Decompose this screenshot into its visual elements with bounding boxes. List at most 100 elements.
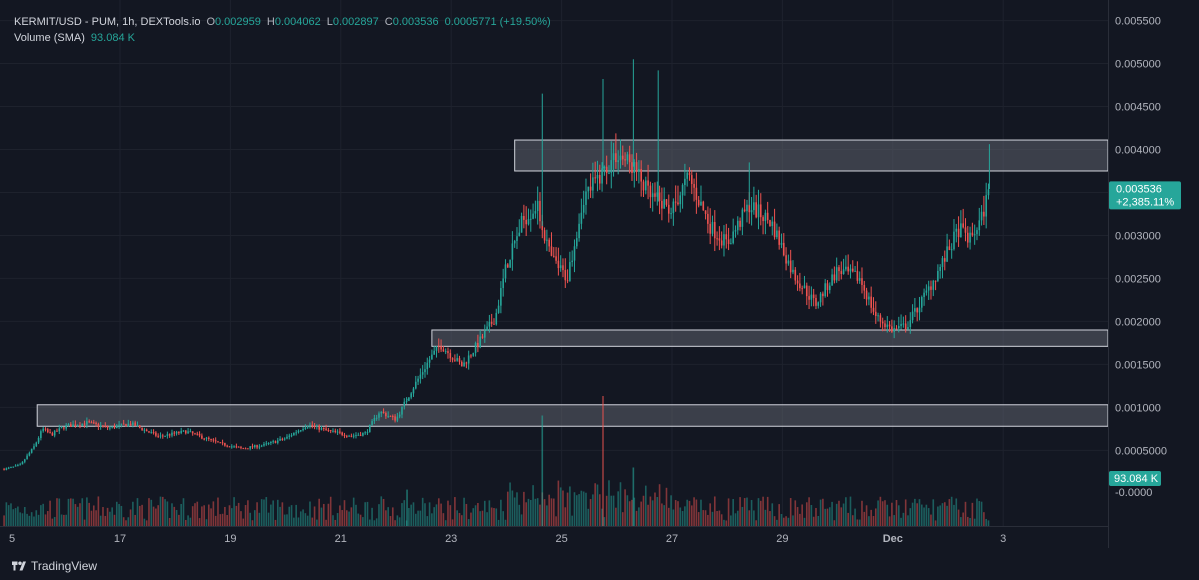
volume-bar	[736, 510, 739, 526]
candle-body	[684, 178, 686, 186]
candle-body	[334, 430, 337, 433]
price-tick-label: 0.005500	[1115, 16, 1161, 28]
candle-body	[283, 438, 286, 440]
candle-body	[472, 352, 475, 356]
candle-body	[444, 351, 447, 353]
volume-bar	[930, 514, 932, 526]
candle-body	[396, 416, 399, 421]
candle-body	[739, 220, 741, 227]
candle-body	[580, 212, 583, 224]
candle-body	[704, 210, 707, 214]
time-tick-label: 23	[445, 533, 457, 545]
candle-body	[451, 358, 454, 360]
candle-body	[633, 162, 636, 173]
candle-body	[134, 422, 136, 427]
volume-bar	[923, 507, 925, 526]
candle-body	[35, 442, 38, 447]
volume-bar	[125, 520, 127, 526]
candle-body	[302, 429, 304, 431]
candle-body	[327, 429, 330, 431]
candle-body	[776, 230, 778, 238]
volume-bar	[734, 513, 737, 526]
price-tick-label: 0.0005000	[1115, 445, 1167, 457]
candle-body	[205, 437, 208, 439]
candle-body	[371, 421, 373, 425]
candle-body	[166, 434, 169, 436]
candle-body	[812, 294, 815, 298]
candle-body	[394, 416, 396, 421]
volume-bar	[95, 510, 97, 526]
volume-bar	[916, 503, 918, 526]
volume-bar	[159, 496, 162, 526]
candle-body	[934, 280, 937, 282]
tradingview-logo[interactable]: TradingView	[12, 559, 97, 573]
candle-body	[582, 204, 585, 213]
volume-bar	[371, 507, 373, 526]
candle-body	[937, 270, 939, 281]
candle-body	[610, 160, 613, 173]
candle-body	[164, 435, 166, 437]
volume-bar	[318, 498, 320, 526]
candle-body	[235, 446, 238, 448]
volume-bar	[697, 512, 700, 526]
volume-bar	[658, 484, 661, 526]
volume-bar	[861, 500, 863, 526]
candle-body	[886, 324, 889, 328]
volume-bar	[327, 503, 330, 526]
price-tick-label: 0.004000	[1115, 145, 1161, 157]
time-axis[interactable]: 5 17 19 21 23 25 27 29 Dec 3	[9, 533, 1006, 545]
volume-bar	[847, 512, 849, 526]
candle-body	[214, 440, 217, 442]
legend-ohlc-row: KERMIT/USD - PUM, 1h, DEXTools.io O0.0029…	[14, 14, 557, 30]
candle-body	[408, 397, 410, 401]
zone-rect	[36, 404, 1109, 427]
volume-bar	[237, 502, 240, 526]
volume-bar	[610, 495, 613, 526]
candle-body	[118, 424, 120, 426]
volume-bar	[322, 503, 325, 526]
candle-body	[509, 259, 511, 268]
volume-bar	[716, 510, 718, 526]
candle-body	[304, 427, 307, 430]
candle-body	[373, 418, 376, 422]
volume-bar	[152, 506, 155, 526]
candle-body	[716, 238, 718, 240]
volume-bar	[769, 511, 771, 526]
volume-bar	[180, 503, 182, 526]
volume-bar	[40, 505, 42, 526]
volume-bar	[256, 502, 258, 526]
candle-body	[911, 311, 914, 321]
volume-bar	[33, 516, 35, 526]
candle-body	[589, 186, 592, 191]
candle-body	[201, 435, 203, 439]
volume-bar	[251, 520, 254, 526]
time-tick-label: 27	[666, 533, 678, 545]
volume-bar	[138, 505, 141, 526]
volume-spike-bar	[406, 489, 408, 526]
candle-body	[817, 302, 820, 306]
volume-bar	[582, 491, 585, 526]
volume-bar	[773, 516, 776, 526]
volume-bar	[805, 502, 808, 526]
volume-bar	[888, 516, 891, 526]
price-axis[interactable]: 0.0055000.0050000.0045000.0040000.003500…	[1115, 16, 1167, 458]
candle-body	[856, 270, 859, 281]
volume-bar	[753, 510, 755, 526]
candle-body	[95, 422, 97, 425]
candle-body	[458, 358, 461, 362]
candle-body	[479, 336, 481, 348]
volume-bar	[957, 509, 960, 526]
candle-body	[578, 223, 580, 239]
volume-bar	[557, 480, 560, 526]
volume-bar	[948, 499, 951, 526]
volume-bar	[207, 504, 210, 526]
candle-body	[37, 437, 40, 443]
volume-bar	[684, 506, 686, 526]
candle-body	[780, 242, 783, 245]
candle-body	[486, 326, 488, 331]
volume-bar	[845, 497, 847, 526]
candle-body	[766, 212, 769, 221]
support-resistance-zones	[36, 139, 1109, 427]
volume-bar	[258, 512, 261, 526]
